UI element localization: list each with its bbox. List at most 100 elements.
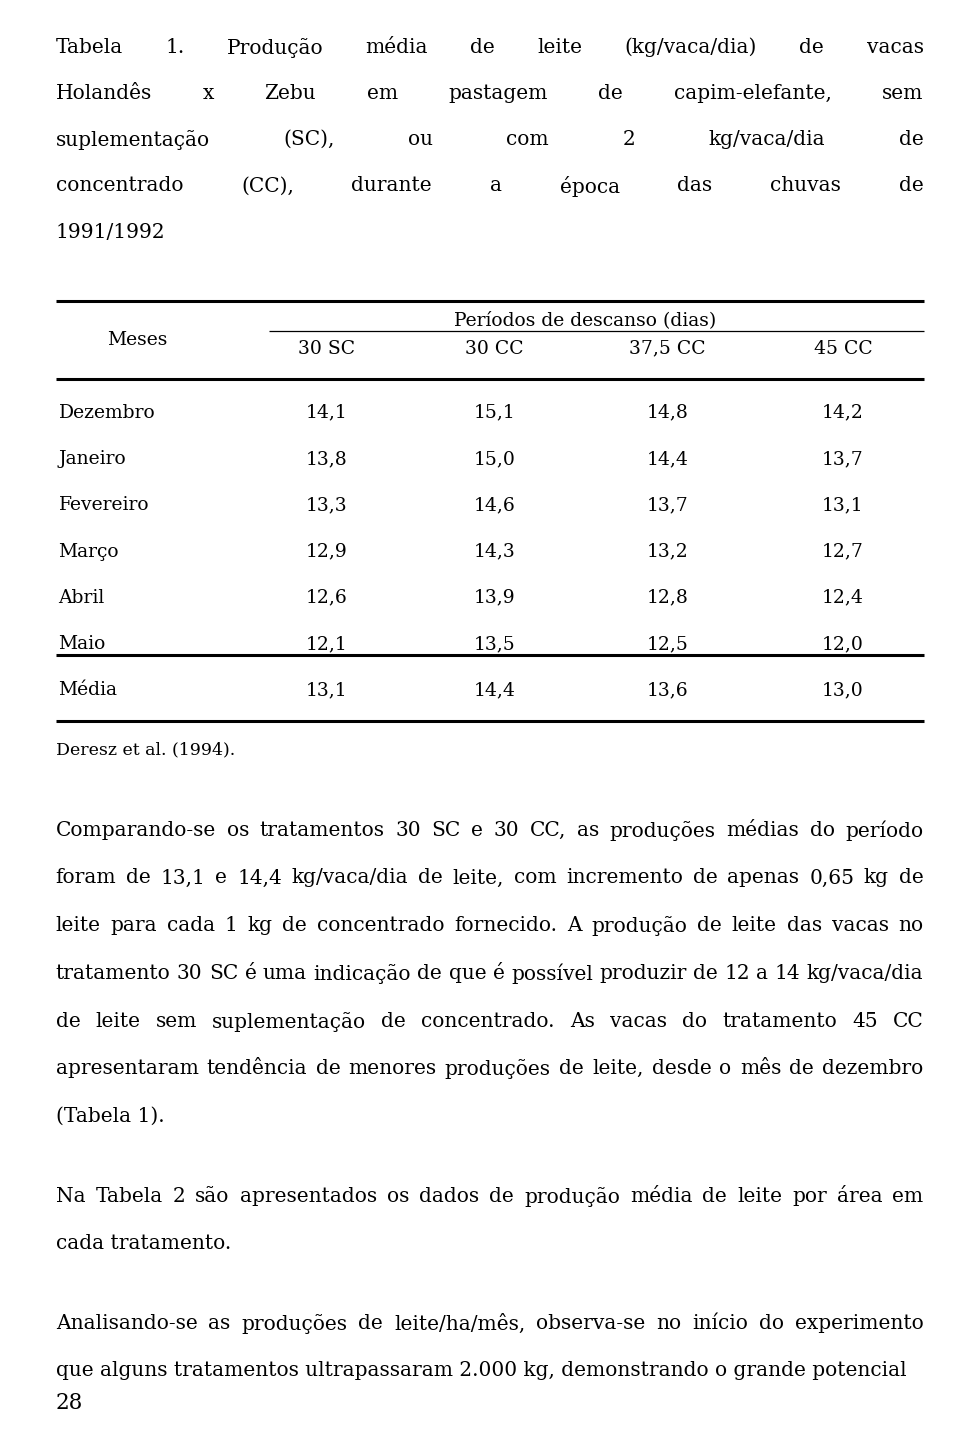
Text: 14,4: 14,4 [473, 681, 516, 700]
Text: 13,3: 13,3 [305, 496, 348, 515]
Text: leite,: leite, [452, 869, 504, 888]
Text: do: do [682, 1012, 707, 1031]
Text: 12,0: 12,0 [822, 635, 864, 654]
Text: 14,1: 14,1 [305, 403, 348, 422]
Text: CC: CC [893, 1012, 924, 1031]
Text: os: os [227, 821, 249, 840]
Text: média: média [630, 1187, 692, 1206]
Text: tratamento: tratamento [722, 1012, 837, 1031]
Text: de: de [56, 1012, 81, 1031]
Text: (CC),: (CC), [241, 176, 294, 195]
Text: (Tabela 1).: (Tabela 1). [56, 1108, 164, 1126]
Text: 13,0: 13,0 [822, 681, 864, 700]
Text: produzir: produzir [599, 964, 686, 983]
Text: é: é [492, 964, 505, 983]
Text: médias: médias [727, 821, 799, 840]
Text: Maio: Maio [59, 635, 106, 654]
Text: 13,1: 13,1 [822, 496, 864, 515]
Text: 12,7: 12,7 [822, 542, 864, 561]
Text: 12,9: 12,9 [305, 542, 348, 561]
Text: Na: Na [56, 1187, 85, 1206]
Text: kg/vaca/dia: kg/vaca/dia [292, 869, 408, 888]
Text: área: área [837, 1187, 882, 1206]
Text: Janeiro: Janeiro [59, 450, 127, 469]
Text: 14,8: 14,8 [646, 403, 688, 422]
Text: apresentaram: apresentaram [56, 1060, 199, 1079]
Text: de: de [693, 964, 718, 983]
Text: de: de [789, 1060, 814, 1079]
Text: concentrado.: concentrado. [421, 1012, 555, 1031]
Text: foram: foram [56, 869, 116, 888]
Text: Média: Média [59, 681, 117, 700]
Text: do: do [810, 821, 835, 840]
Text: Abril: Abril [59, 589, 105, 607]
Text: Fevereiro: Fevereiro [59, 496, 149, 515]
Text: e: e [471, 821, 483, 840]
Text: Holandês: Holandês [56, 84, 152, 103]
Text: 13,5: 13,5 [473, 635, 516, 654]
Text: leite: leite [96, 1012, 140, 1031]
Text: concentrado: concentrado [317, 917, 444, 936]
Text: leite: leite [56, 917, 101, 936]
Text: de: de [418, 869, 443, 888]
Text: 30 CC: 30 CC [465, 340, 524, 357]
Text: com: com [507, 130, 549, 149]
Text: x: x [203, 84, 214, 103]
Text: a: a [490, 176, 502, 195]
Text: SC: SC [209, 964, 238, 983]
Text: produções: produções [444, 1060, 551, 1079]
Text: de: de [693, 869, 717, 888]
Text: de: de [899, 130, 924, 149]
Text: produção: produção [591, 917, 687, 936]
Text: leite: leite [737, 1187, 782, 1206]
Text: 30: 30 [493, 821, 519, 840]
Text: capim-elefante,: capim-elefante, [674, 84, 831, 103]
Text: 2: 2 [622, 130, 636, 149]
Text: período: período [846, 821, 924, 842]
Text: mês: mês [740, 1060, 781, 1079]
Text: apenas: apenas [728, 869, 800, 888]
Text: (kg/vaca/dia): (kg/vaca/dia) [625, 38, 757, 58]
Text: vacas: vacas [867, 38, 924, 56]
Text: vacas: vacas [831, 917, 889, 936]
Text: época: época [560, 176, 619, 198]
Text: As: As [570, 1012, 595, 1031]
Text: 15,1: 15,1 [473, 403, 516, 422]
Text: 13,6: 13,6 [646, 681, 688, 700]
Text: das: das [786, 917, 822, 936]
Text: A: A [567, 917, 582, 936]
Text: que: que [448, 964, 487, 983]
Text: de: de [800, 38, 825, 56]
Text: leite: leite [732, 917, 777, 936]
Text: do: do [759, 1314, 784, 1333]
Text: kg/vaca/dia: kg/vaca/dia [708, 130, 826, 149]
Text: 37,5 CC: 37,5 CC [629, 340, 706, 357]
Text: 1: 1 [225, 917, 238, 936]
Text: 12,1: 12,1 [305, 635, 348, 654]
Text: 12,8: 12,8 [646, 589, 688, 607]
Text: concentrado: concentrado [56, 176, 183, 195]
Text: Comparando-se: Comparando-se [56, 821, 216, 840]
Text: 14,4: 14,4 [646, 450, 688, 469]
Text: indicação: indicação [314, 964, 411, 983]
Text: suplementação: suplementação [212, 1012, 367, 1031]
Text: 13,7: 13,7 [822, 450, 864, 469]
Text: 30: 30 [177, 964, 203, 983]
Text: vacas: vacas [610, 1012, 667, 1031]
Text: sem: sem [882, 84, 924, 103]
Text: Zebu: Zebu [264, 84, 316, 103]
Text: Produção: Produção [227, 38, 324, 58]
Text: dados: dados [420, 1187, 479, 1206]
Text: para: para [110, 917, 157, 936]
Text: kg: kg [248, 917, 273, 936]
Text: 14,4: 14,4 [237, 869, 281, 888]
Text: Analisando-se: Analisando-se [56, 1314, 198, 1333]
Text: sem: sem [156, 1012, 197, 1031]
Text: cada tratamento.: cada tratamento. [56, 1235, 231, 1254]
Text: em: em [367, 84, 397, 103]
Text: de: de [418, 964, 443, 983]
Text: 13,2: 13,2 [646, 542, 688, 561]
Text: 14: 14 [775, 964, 801, 983]
Text: 12,4: 12,4 [822, 589, 864, 607]
Text: no: no [656, 1314, 682, 1333]
